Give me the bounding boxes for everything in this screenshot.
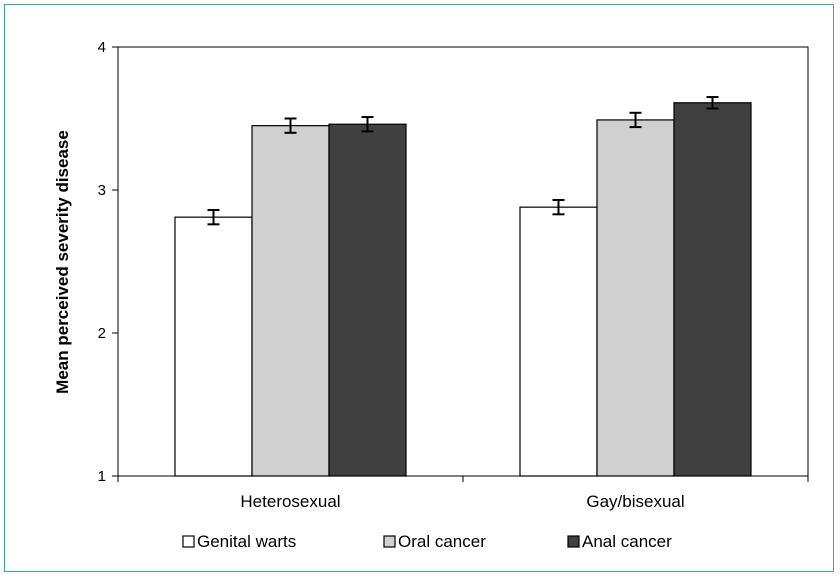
legend-label: Oral cancer: [398, 532, 486, 551]
bar: [519, 206, 598, 477]
bar: [673, 102, 752, 477]
bar: [174, 216, 253, 477]
bar: [251, 125, 330, 477]
bars: [174, 102, 752, 477]
legend-item: Oral cancer: [383, 532, 486, 551]
bar: [596, 119, 675, 477]
y-tick-label: 3: [98, 182, 106, 199]
legend-swatch: [567, 535, 580, 548]
axes: [112, 46, 809, 482]
legend-label: Genital warts: [197, 532, 296, 551]
legend-swatch: [383, 535, 396, 548]
legend-item: Genital warts: [182, 532, 296, 551]
y-tick-label: 1: [98, 468, 106, 485]
bar: [328, 123, 407, 477]
y-tick-labels: 1 2 3 4: [98, 39, 106, 485]
y-axis-label: Mean perceived severity disease: [53, 130, 72, 394]
legend-label: Anal cancer: [582, 532, 672, 551]
x-category-label: Heterosexual: [240, 492, 340, 511]
y-tick-label: 2: [98, 325, 106, 342]
x-category-labels: Heterosexual Gay/bisexual: [240, 492, 684, 511]
legend: Genital warts Oral cancer Anal cancer: [182, 532, 672, 551]
y-tick-label: 4: [98, 39, 106, 56]
legend-item: Anal cancer: [567, 532, 672, 551]
error-bars: [207, 96, 719, 226]
legend-swatch: [182, 535, 195, 548]
x-category-label: Gay/bisexual: [586, 492, 684, 511]
